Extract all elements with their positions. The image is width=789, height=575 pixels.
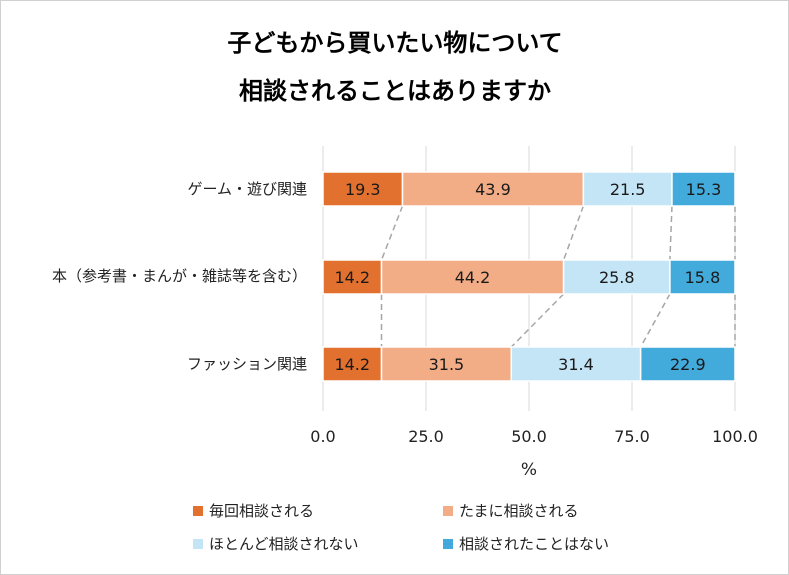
data-label-0-2: 21.5 [610,180,646,199]
category-label-books: 本（参考書・まんが・雑誌等を含む） [52,267,307,285]
legend: 毎回相談される たまに相談される ほとんど相談されない 相談されたことはない [193,502,609,553]
series-line-0-2 [562,205,585,261]
data-label-2-1: 31.5 [429,355,465,374]
legend-label-every-time: 毎回相談される [209,502,314,520]
series-line-1-2 [510,293,565,348]
legend-label-sometimes: たまに相談される [459,502,579,520]
bar-segment-0-0 [322,171,404,207]
data-label-0-1: 43.9 [475,180,511,199]
bar-segment-2-0 [322,346,383,382]
category-label-fashion: ファッション関連 [187,355,307,373]
x-tick-label-1: 25.0 [408,427,444,446]
bars [322,171,736,382]
series-line-0-1 [380,205,404,261]
data-label-0-3: 15.3 [686,180,722,199]
data-label-2-2: 31.4 [558,355,594,374]
data-label-1-0: 14.2 [334,268,370,287]
series-line-0-3 [669,205,673,261]
series-line-1-3 [639,293,671,348]
x-tick-label-2: 50.0 [511,427,547,446]
data-label-1-1: 44.2 [455,268,491,287]
x-axis-ticks: 0.0 25.0 50.0 75.0 100.0 [310,427,758,446]
data-labels: 19.3 43.9 21.5 15.3 14.2 44.2 25.8 15.8 14.2 31.5… [334,180,721,374]
bar-segment-0-3 [671,171,736,207]
data-label-2-0: 14.2 [334,355,370,374]
x-tick-label-4: 100.0 [712,427,758,446]
bar-segment-1-2 [562,259,671,295]
data-label-1-3: 15.8 [685,268,721,287]
category-label-game: ゲーム・遊び関連 [187,180,307,198]
legend-swatch-every-time [193,506,203,516]
bar-segment-0-1 [401,171,585,207]
legend-label-rarely: ほとんど相談されない [209,535,359,553]
legend-label-never: 相談されたことはない [459,535,609,553]
series-lines [380,205,736,348]
data-label-0-0: 19.3 [345,180,381,199]
bar-segment-2-3 [639,346,736,382]
legend-swatch-rarely [193,539,203,549]
legend-swatch-never [443,539,453,549]
x-axis-title: % [521,460,537,480]
chart-title-line-1: 子どもから買いたい物について [227,29,562,57]
bar-segment-2-2 [510,346,642,382]
legend-swatch-sometimes [443,506,453,516]
x-tick-label-3: 75.0 [614,427,650,446]
chart-title-line-2: 相談されることはありますか [239,77,551,105]
bar-segment-1-3 [669,259,736,295]
bar-segment-1-1 [380,259,565,295]
data-label-2-3: 22.9 [670,355,706,374]
x-tick-label-0: 0.0 [310,427,335,446]
data-label-1-2: 25.8 [599,268,635,287]
